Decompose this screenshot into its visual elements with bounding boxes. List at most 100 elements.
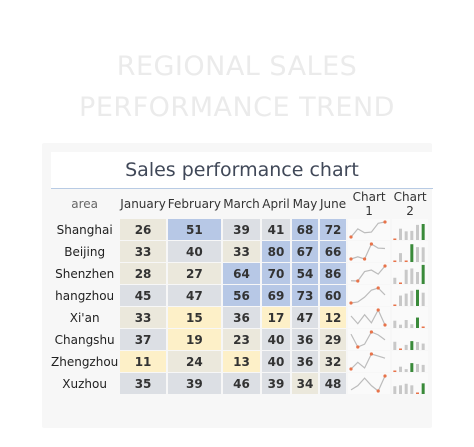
value-cell: 47 [291, 307, 318, 328]
mini-bar [421, 364, 425, 372]
bar-chart-cell [392, 373, 429, 394]
bar-chart-cell [392, 307, 429, 328]
mini-bar [399, 385, 403, 394]
sparkline-marker [383, 264, 387, 268]
region-cell: Zhengzhou [51, 351, 119, 372]
mini-bar [410, 341, 414, 350]
mini-bar [421, 224, 425, 240]
value-cell: 29 [319, 329, 347, 350]
mini-bar [393, 370, 397, 372]
mini-bar-chart [393, 317, 425, 328]
value-cell: 68 [291, 219, 318, 240]
bar-chart-cell [392, 351, 429, 372]
value-cell: 46 [222, 373, 260, 394]
col-header-area: area [71, 197, 99, 211]
mini-bar [416, 247, 420, 262]
mini-bar [393, 238, 397, 240]
sparkline-cell [348, 329, 391, 350]
value-cell: 23 [222, 329, 260, 350]
header-row: area January February March April May Ju… [51, 190, 428, 218]
value-cell: 47 [167, 285, 221, 306]
sparkline-series [350, 243, 386, 260]
mini-bar [404, 369, 408, 372]
value-cell: 86 [319, 263, 347, 284]
value-cell: 24 [167, 351, 221, 372]
mini-bar [410, 230, 414, 240]
region-cell: Shanghai [51, 219, 119, 240]
mini-bar [421, 292, 425, 306]
value-cell: 28 [120, 263, 166, 284]
sparkline-marker [369, 330, 374, 334]
sparkline-cell [348, 351, 391, 372]
region-cell: hangzhou [51, 285, 119, 306]
region-cell: Xi'an [51, 307, 119, 328]
value-cell: 40 [167, 241, 221, 262]
mini-bar [416, 342, 420, 350]
sparkline-chart [349, 286, 386, 305]
mini-bar-chart [393, 341, 425, 350]
value-cell: 34 [291, 373, 318, 394]
sparkline-marker [356, 279, 360, 283]
region-cell: Changshu [51, 329, 119, 350]
mini-bar [393, 341, 397, 350]
value-cell: 11 [120, 351, 166, 372]
table-row: Shenzhen 28 27 64 70 54 86 [51, 263, 429, 284]
table-row: Beijing 33 40 33 80 67 66 [51, 241, 429, 262]
mini-bar [410, 290, 414, 306]
bar-chart-cell [392, 263, 429, 284]
sparkline-series [350, 353, 386, 370]
mini-bar [416, 272, 420, 284]
mini-bar [393, 304, 397, 306]
value-cell: 33 [120, 307, 166, 328]
sparkline-marker [383, 220, 387, 224]
background-title-line-2: PERFORMANCE TREND [79, 92, 395, 123]
table-row: hangzhou 45 47 56 69 73 60 [51, 285, 429, 306]
mini-bar-chart [393, 383, 425, 394]
sparkline-marker [349, 301, 353, 305]
mini-bar [416, 317, 420, 328]
mini-bar [404, 293, 408, 306]
mini-bar [404, 260, 408, 262]
sparkline-cell [348, 373, 391, 394]
sparkline-cell [348, 241, 391, 262]
value-cell: 80 [261, 241, 290, 262]
mini-bar-chart [393, 244, 425, 262]
background-title-line-1: REGIONAL SALES [116, 51, 358, 82]
table-row: Xuzhou 35 39 46 39 34 48 [51, 373, 429, 394]
sparkline-chart [350, 330, 386, 349]
value-cell: 35 [120, 373, 166, 394]
sparkline-chart [349, 242, 386, 261]
mini-bar [416, 289, 420, 306]
value-cell: 72 [319, 219, 347, 240]
mini-bar [404, 231, 408, 240]
bar-chart-cell [392, 219, 429, 240]
mini-bar [399, 253, 403, 262]
col-header-june: June [319, 197, 347, 211]
mini-bar [410, 268, 414, 284]
value-cell: 33 [222, 241, 260, 262]
sparkline-marker [349, 257, 353, 261]
region-cell: Shenzhen [51, 263, 119, 284]
sparkline-marker [363, 257, 367, 261]
region-cell: Beijing [51, 241, 119, 262]
value-cell: 67 [291, 241, 318, 262]
mini-bar [393, 386, 397, 394]
col-header-chart-1: Chart 1 [352, 190, 386, 218]
sparkline-chart [350, 308, 387, 327]
mini-bar [416, 224, 420, 240]
value-cell: 27 [167, 263, 221, 284]
sparkline-series [351, 265, 386, 282]
value-cell: 39 [222, 219, 260, 240]
mini-bar [404, 344, 408, 350]
chart-title: Sales performance chart [51, 152, 433, 189]
col-header-chart-2: Chart 2 [393, 190, 427, 218]
sparkline-cell [348, 263, 391, 284]
value-cell: 40 [261, 329, 290, 350]
background-title: REGIONAL SALES PERFORMANCE TREND [0, 46, 474, 128]
value-cell: 64 [222, 263, 260, 284]
mini-bar [399, 282, 403, 284]
mini-bar [393, 277, 397, 284]
bar-chart-cell [392, 241, 429, 262]
mini-bar [410, 363, 414, 372]
sparkline-marker [349, 235, 353, 239]
